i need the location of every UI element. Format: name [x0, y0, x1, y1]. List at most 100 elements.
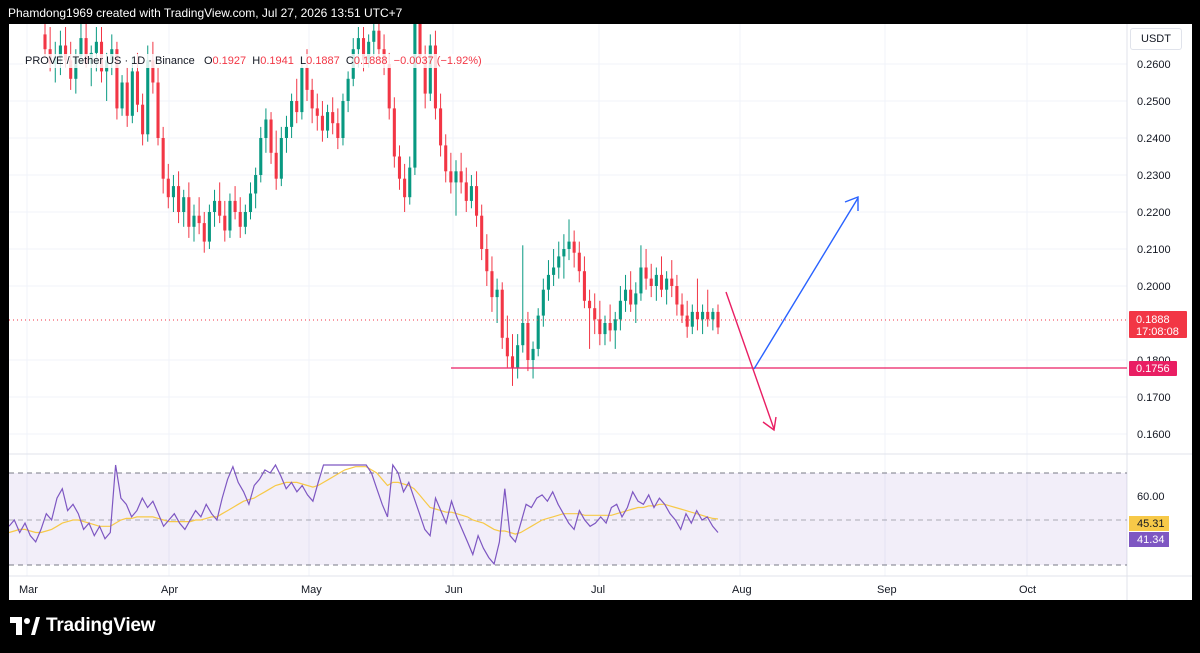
candle[interactable]: [464, 167, 468, 212]
candlestick-series[interactable]: [43, 24, 720, 386]
candle[interactable]: [557, 241, 561, 279]
candle[interactable]: [177, 171, 181, 224]
candle[interactable]: [341, 93, 345, 146]
candle[interactable]: [320, 101, 324, 142]
candle[interactable]: [202, 212, 206, 253]
time-axis[interactable]: Mar Apr May Jun Jul Aug Sep Oct: [19, 584, 1036, 596]
candle[interactable]: [516, 334, 520, 379]
candle[interactable]: [665, 271, 669, 305]
candle[interactable]: [413, 24, 417, 175]
candle[interactable]: [243, 204, 247, 235]
candle[interactable]: [269, 112, 273, 164]
candle[interactable]: [567, 219, 571, 261]
candle[interactable]: [598, 300, 602, 346]
candle[interactable]: [588, 289, 592, 349]
candle[interactable]: [290, 93, 294, 138]
candle[interactable]: [279, 126, 283, 187]
candle[interactable]: [120, 75, 124, 116]
candle[interactable]: [480, 204, 484, 261]
candle[interactable]: [469, 175, 473, 209]
candle[interactable]: [490, 256, 494, 312]
candle[interactable]: [439, 93, 443, 157]
candle[interactable]: [613, 311, 617, 349]
candle[interactable]: [166, 163, 170, 209]
candle[interactable]: [459, 152, 463, 194]
candle[interactable]: [310, 78, 314, 124]
candle[interactable]: [552, 249, 556, 286]
candle[interactable]: [572, 230, 576, 268]
candle[interactable]: [233, 186, 237, 220]
candle[interactable]: [685, 300, 689, 338]
candle[interactable]: [670, 260, 674, 298]
chart-canvas[interactable]: 0.2600 0.2500 0.2400 0.2300 0.2200 0.2100 0.20…: [9, 24, 1192, 600]
tradingview-logo[interactable]: TradingView: [10, 615, 156, 637]
candle[interactable]: [171, 175, 175, 212]
candle[interactable]: [238, 197, 242, 238]
candle[interactable]: [141, 93, 145, 146]
candle[interactable]: [618, 286, 622, 331]
candle[interactable]: [207, 204, 211, 249]
symbol-legend[interactable]: PROVE / Tether US · 1D · Binance O0.1927…: [23, 54, 484, 68]
candle[interactable]: [495, 278, 499, 323]
candle[interactable]: [433, 30, 437, 120]
candle[interactable]: [331, 97, 335, 135]
candle[interactable]: [223, 200, 227, 242]
candle[interactable]: [608, 304, 612, 342]
candle[interactable]: [248, 182, 253, 220]
candle[interactable]: [582, 256, 586, 309]
candle[interactable]: [654, 267, 658, 301]
candle[interactable]: [505, 315, 509, 368]
candle[interactable]: [701, 304, 705, 335]
candle[interactable]: [212, 189, 217, 227]
candle[interactable]: [644, 249, 648, 290]
candle[interactable]: [675, 274, 679, 316]
candle[interactable]: [526, 311, 530, 372]
candle[interactable]: [264, 108, 268, 153]
projection-arrows[interactable]: [725, 195, 859, 432]
candle[interactable]: [408, 156, 412, 205]
candle[interactable]: [397, 145, 402, 190]
candle[interactable]: [706, 289, 710, 327]
candle[interactable]: [197, 197, 201, 235]
candle[interactable]: [284, 115, 288, 153]
chart-frame[interactable]: 0.2600 0.2500 0.2400 0.2300 0.2200 0.2100 0.20…: [9, 24, 1192, 600]
down-arrow[interactable]: [725, 291, 775, 430]
candle[interactable]: [695, 278, 699, 331]
candle[interactable]: [485, 234, 489, 286]
candle[interactable]: [629, 271, 633, 312]
candle[interactable]: [187, 182, 191, 238]
candle[interactable]: [531, 341, 535, 379]
candle[interactable]: [449, 152, 453, 194]
candle[interactable]: [500, 282, 504, 349]
candle[interactable]: [541, 278, 545, 327]
candle[interactable]: [192, 204, 196, 242]
up-arrow[interactable]: [753, 197, 859, 370]
candle[interactable]: [639, 245, 643, 301]
candle[interactable]: [680, 293, 684, 323]
candle[interactable]: [336, 108, 340, 150]
candle[interactable]: [274, 130, 278, 190]
candle[interactable]: [649, 263, 653, 298]
symbol-name[interactable]: PROVE / Tether US · 1D · Binance: [25, 55, 195, 67]
rsi-pane[interactable]: 60.00 45.31 41.34: [9, 463, 1169, 566]
candle[interactable]: [444, 134, 448, 183]
candle[interactable]: [182, 189, 186, 227]
candle[interactable]: [603, 315, 607, 346]
candle[interactable]: [315, 93, 319, 131]
candle[interactable]: [659, 256, 664, 298]
candle[interactable]: [295, 78, 299, 124]
candle[interactable]: [254, 167, 258, 209]
candle[interactable]: [43, 24, 47, 57]
candle[interactable]: [510, 334, 515, 386]
candle[interactable]: [392, 97, 396, 168]
candle[interactable]: [521, 245, 525, 353]
candle[interactable]: [259, 126, 263, 183]
candle[interactable]: [593, 293, 597, 335]
candle[interactable]: [562, 234, 566, 279]
currency-unit[interactable]: USDT: [1130, 28, 1182, 50]
candle[interactable]: [372, 24, 376, 57]
candle[interactable]: [475, 171, 479, 227]
candle[interactable]: [634, 282, 638, 323]
candle[interactable]: [454, 160, 458, 216]
candle[interactable]: [228, 193, 232, 238]
